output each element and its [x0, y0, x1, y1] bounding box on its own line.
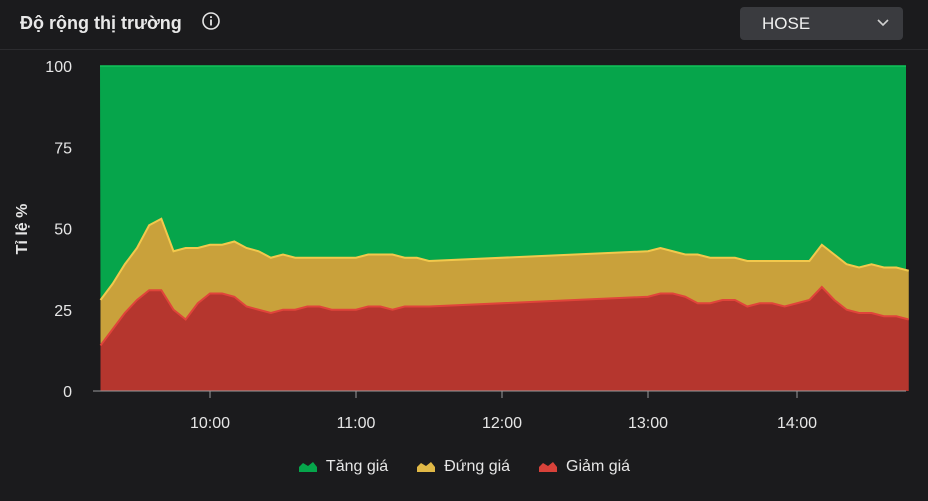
x-tick-label: 12:00 [482, 415, 522, 432]
area-down [100, 287, 909, 391]
y-tick-label: 100 [45, 59, 72, 76]
legend-item-flat[interactable]: Đứng giá [416, 458, 510, 476]
page-title: Độ rộng thị trường [20, 13, 182, 33]
line-down-top [99, 285, 910, 347]
y-tick-label: 75 [54, 140, 72, 157]
exchange-select[interactable]: HOSE [740, 7, 903, 40]
chart-header: Độ rộng thị trường HOSE [0, 0, 928, 50]
exchange-selected-value: HOSE [762, 14, 811, 33]
market-breadth-chart: 0 25 50 75 100 10:00 11:00 12:00 13:00 14:00 Tỉ l… [14, 59, 910, 432]
legend-label-flat: Đứng giá [444, 458, 511, 475]
legend-swatch-flat [417, 462, 436, 472]
legend-item-down[interactable]: Giảm giá [538, 458, 630, 476]
chart-areas [99, 65, 910, 391]
y-tick-label: 0 [63, 384, 72, 401]
legend-label-down: Giảm giá [566, 458, 631, 475]
info-icon[interactable] [202, 12, 220, 30]
y-axis-label: Tỉ lệ % [14, 204, 31, 255]
y-tick-label: 25 [54, 303, 72, 320]
x-tick-label: 13:00 [628, 415, 668, 432]
legend-item-up[interactable]: Tăng giá [298, 458, 388, 476]
legend-swatch-down [539, 462, 558, 472]
area-up [100, 66, 909, 300]
area-flat [100, 218, 909, 346]
x-tick-label: 14:00 [777, 415, 817, 432]
line-flat-top [99, 217, 910, 301]
legend-label-up: Tăng giá [325, 458, 389, 475]
chart-axes: 0 25 50 75 100 10:00 11:00 12:00 13:00 14:00 [45, 59, 906, 432]
x-tick-label: 11:00 [337, 415, 376, 432]
legend-swatch-up [298, 462, 317, 472]
x-tick-label: 10:00 [190, 415, 230, 432]
chevron-down-icon [877, 19, 889, 27]
y-tick-label: 50 [54, 222, 72, 239]
legend: Tăng giá Đứng giá Giảm giá [0, 458, 928, 476]
